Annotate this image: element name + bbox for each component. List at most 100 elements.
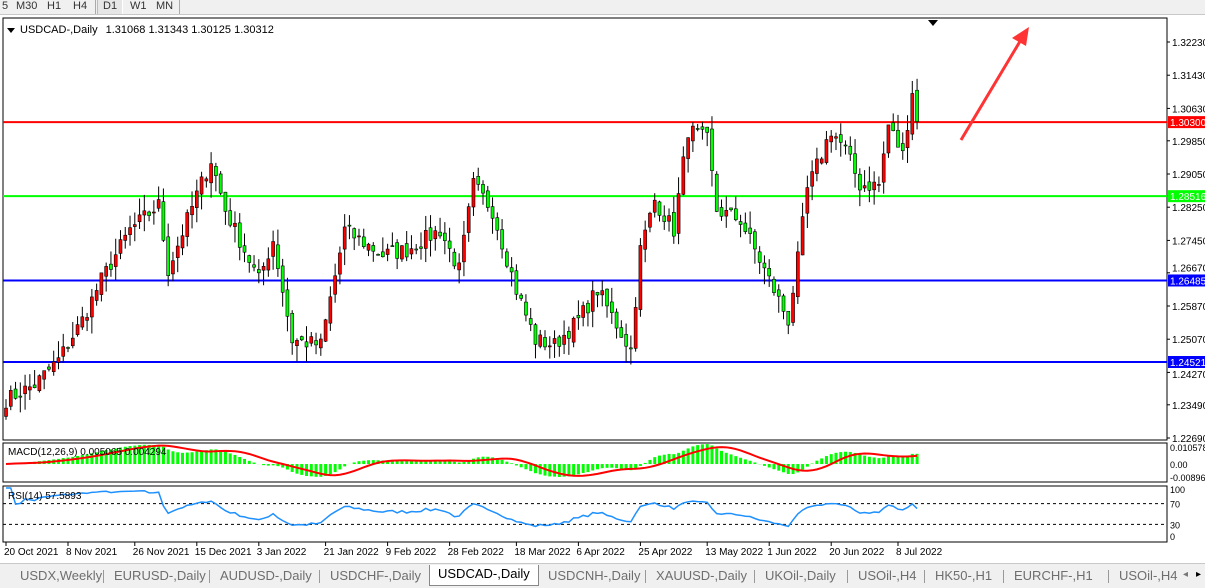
candle xyxy=(190,191,194,229)
tab-usdcad-daily[interactable]: USDCAD-,Daily xyxy=(429,565,539,586)
candle xyxy=(824,130,829,165)
candle xyxy=(390,232,395,247)
candle xyxy=(662,205,667,230)
x-tick-label: 6 Apr 2022 xyxy=(576,547,625,558)
timeframe-d1[interactable]: D1 xyxy=(97,0,124,14)
candle xyxy=(891,113,896,132)
tab-separator xyxy=(319,570,320,583)
candle xyxy=(686,137,690,173)
timeframe-w1[interactable]: W1 xyxy=(130,0,147,12)
candle xyxy=(285,277,290,332)
candle xyxy=(128,215,132,246)
tab-separator xyxy=(1003,570,1004,583)
tab-usoil-h4[interactable]: USOil-,H4 xyxy=(1119,568,1178,583)
candle xyxy=(466,203,471,242)
candle xyxy=(371,242,376,262)
candle xyxy=(695,123,700,132)
tab-hk50-h1[interactable]: HK50-,H1 xyxy=(935,568,993,583)
tab-scroll-left-icon[interactable]: ◂ xyxy=(1183,569,1189,580)
tab-usdchf-daily[interactable]: USDCHF-,Daily xyxy=(330,568,421,583)
rsi-tick-label: 100 xyxy=(1170,485,1185,495)
tab-separator xyxy=(209,570,210,583)
x-tick-label: 25 Apr 2022 xyxy=(638,547,692,558)
rsi-tick-label: 30 xyxy=(1170,520,1180,530)
tab-eurusd-daily[interactable]: EURUSD-,Daily xyxy=(114,568,206,583)
candle xyxy=(781,293,786,320)
price-tag-label: 1.26485 xyxy=(1170,276,1205,287)
chart-shift-marker-icon[interactable] xyxy=(928,20,938,26)
candle xyxy=(872,171,876,205)
candle xyxy=(247,254,252,273)
candle xyxy=(209,152,213,198)
tab-audusd-daily[interactable]: AUDUSD-,Daily xyxy=(220,568,312,583)
candle xyxy=(562,320,566,355)
candle xyxy=(457,253,461,284)
candle xyxy=(323,318,328,343)
candle xyxy=(333,263,337,303)
candle xyxy=(85,312,89,332)
tab-scroll-right-icon[interactable]: ▸ xyxy=(1196,569,1202,580)
candle xyxy=(609,287,614,324)
candle xyxy=(75,316,80,337)
timeframe-m30[interactable]: M30 xyxy=(16,0,38,12)
candle xyxy=(757,246,762,274)
y-tick-label: 1.32230 xyxy=(1172,38,1205,49)
candle xyxy=(509,257,514,287)
tab-usoil-h4[interactable]: USOil-,H4 xyxy=(858,568,917,583)
candle xyxy=(252,255,256,272)
candle xyxy=(877,176,881,193)
x-tick-label: 26 Nov 2021 xyxy=(133,547,190,558)
candle xyxy=(714,171,719,213)
candle xyxy=(18,382,23,413)
candle xyxy=(94,283,99,306)
tab-usdcnh-daily[interactable]: USDCNH-,Daily xyxy=(548,568,641,583)
symbol-tab-bar: USDX,Weekly EURUSD-,Daily AUDUSD-,Daily USD… xyxy=(0,563,1205,588)
candle xyxy=(290,310,295,355)
candle xyxy=(242,233,247,263)
candle xyxy=(56,341,61,370)
candle xyxy=(476,167,481,191)
timeframe-mn[interactable]: MN xyxy=(156,0,174,12)
rsi-tick-label: 0 xyxy=(1170,532,1175,542)
macd-tick-label: 0.00 xyxy=(1170,460,1188,470)
candle xyxy=(376,253,380,256)
candle xyxy=(199,171,204,210)
annotation-arrow-icon[interactable] xyxy=(959,27,1029,141)
tab-usdx-weekly[interactable]: USDX,Weekly xyxy=(20,568,103,583)
timeframe-h1[interactable]: H1 xyxy=(47,0,62,12)
candle xyxy=(567,326,571,355)
candle xyxy=(195,179,199,223)
candle xyxy=(796,241,800,304)
price-tag-label: 1.30300 xyxy=(1170,118,1205,129)
tab-ukoil-daily[interactable]: UKOil-,Daily xyxy=(765,568,836,583)
tab-separator xyxy=(847,570,848,583)
y-tick-label: 1.24270 xyxy=(1172,370,1205,381)
timeframe-h4[interactable]: H4 xyxy=(73,0,88,12)
candle xyxy=(32,370,37,389)
candle xyxy=(428,215,433,257)
candle xyxy=(175,236,180,273)
candle xyxy=(99,272,104,302)
x-tick-label: 3 Jan 2022 xyxy=(257,547,307,558)
chart-menu-triangle-down-icon[interactable] xyxy=(7,28,15,33)
candle xyxy=(271,230,275,270)
tab-xauusd-daily[interactable]: XAUUSD-,Daily xyxy=(656,568,748,583)
candle xyxy=(295,338,299,362)
candle xyxy=(314,332,318,355)
macd-tick-label: -0.00896 xyxy=(1170,473,1205,483)
candle xyxy=(853,139,857,188)
candle xyxy=(433,225,438,251)
candle xyxy=(514,264,519,301)
tab-eurchf-h1[interactable]: EURCHF-,H1 xyxy=(1014,568,1093,583)
candle xyxy=(528,307,533,332)
candle xyxy=(586,300,590,327)
candle xyxy=(805,175,810,228)
x-tick-label: 13 May 2022 xyxy=(705,547,763,558)
candle xyxy=(276,229,280,277)
x-tick-label: 20 Oct 2021 xyxy=(4,547,59,558)
timeframe-m5[interactable]: 5 xyxy=(2,0,9,12)
candle xyxy=(47,363,51,372)
candle xyxy=(338,246,342,285)
candle xyxy=(309,332,314,347)
price-chart[interactable]: 1.30300 1.28516 1.26485 1.24521 1.32230 1.31… xyxy=(0,0,1205,563)
